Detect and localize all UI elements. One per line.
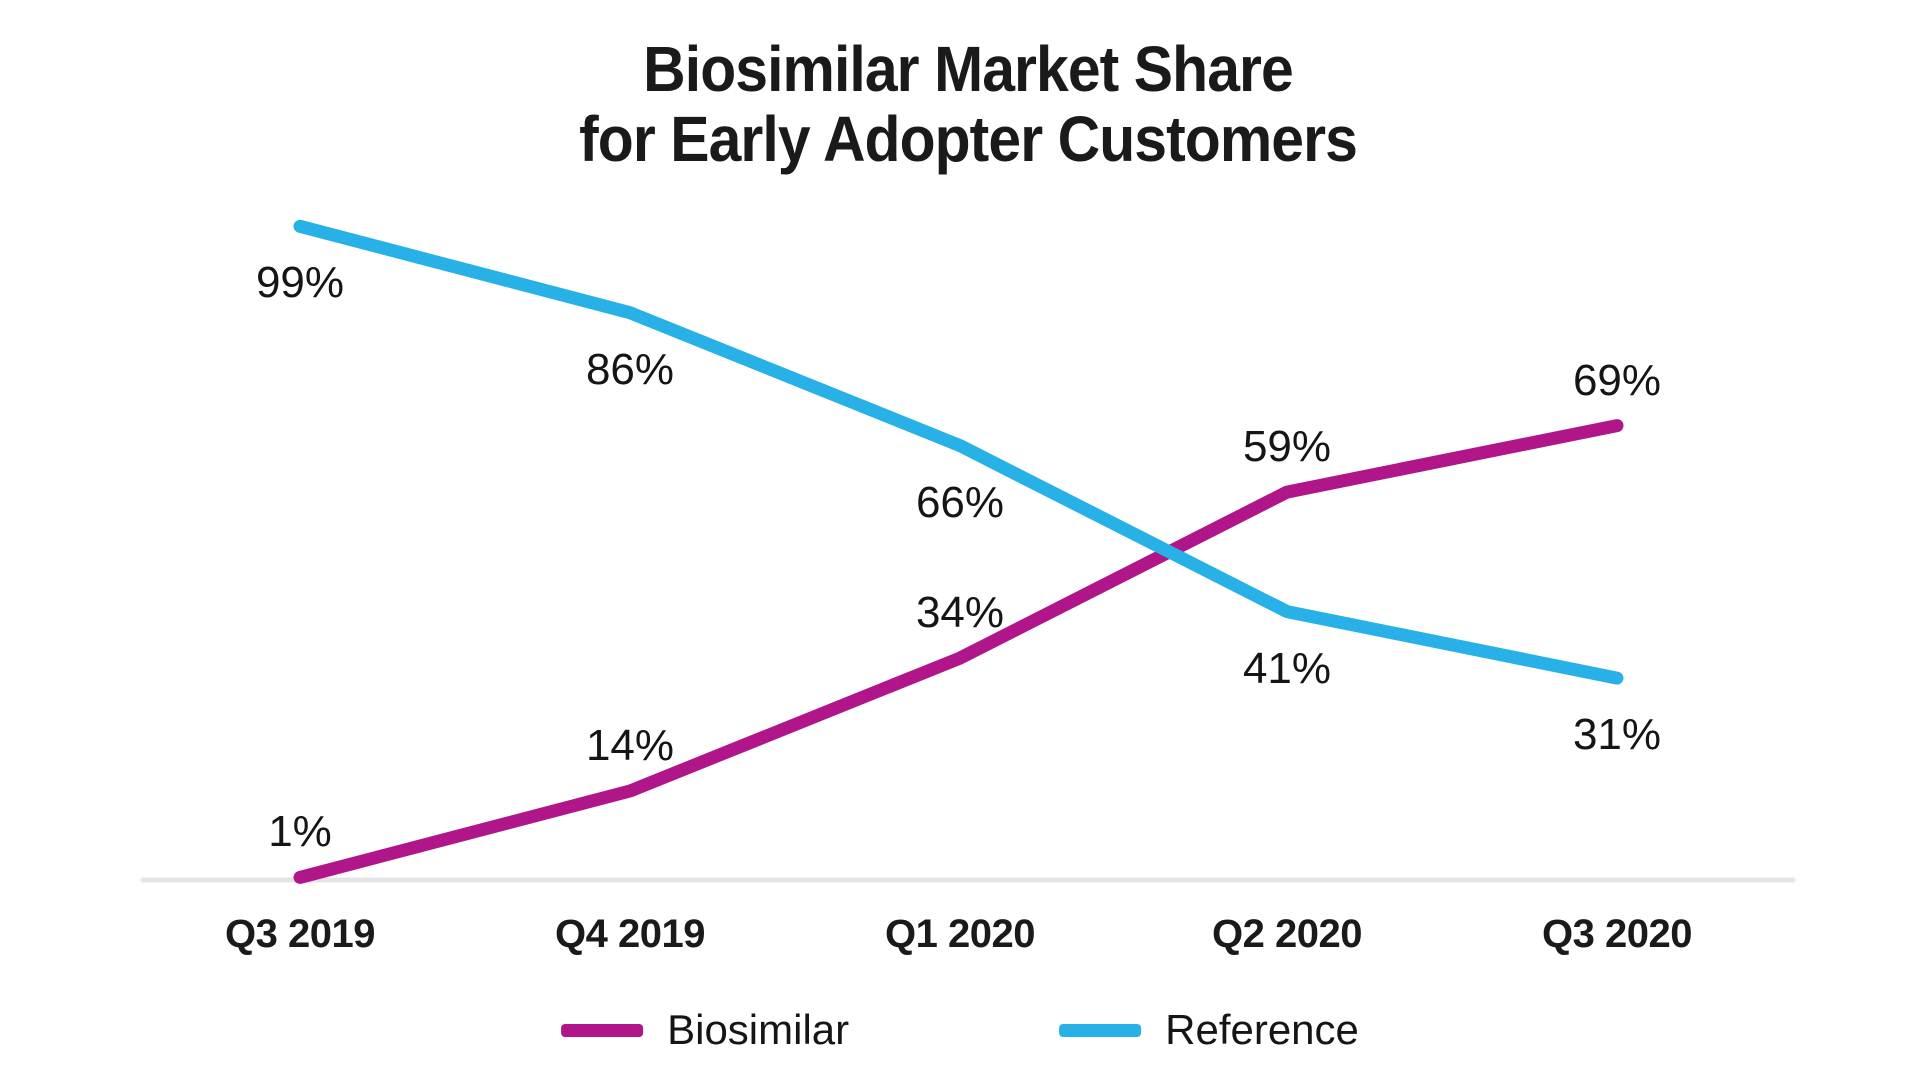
legend-item-reference: Reference [1059, 1006, 1359, 1054]
chart-title-line1: Biosimilar Market Share [643, 33, 1294, 105]
x-axis-label-q1-2020: Q1 2020 [885, 912, 1035, 956]
data-label-reference-q3-2019: 99% [255, 258, 345, 308]
chart-title-line2: for Early Adopter Customers [579, 103, 1358, 176]
data-label-biosimilar-q4-2019: 14% [585, 720, 675, 770]
legend-label-reference: Reference [1165, 1006, 1359, 1053]
biosimilar-line-swatch-icon [561, 1023, 644, 1037]
x-axis-label-q3-2019: Q3 2019 [225, 912, 375, 956]
data-label-reference-q1-2020: 66% [915, 477, 1005, 527]
data-label-biosimilar-q3-2020: 69% [1572, 355, 1662, 405]
chart-title: Biosimilar Market Share for Early Adopte… [209, 34, 1727, 175]
x-axis-label-q3-2020: Q3 2020 [1542, 912, 1692, 956]
data-label-reference-q3-2020: 31% [1572, 710, 1662, 760]
legend: Biosimilar Reference [561, 1006, 1359, 1054]
data-label-reference-q2-2020: 41% [1242, 643, 1332, 693]
reference-line-swatch-icon [1059, 1023, 1142, 1037]
x-axis-label-q4-2019: Q4 2019 [555, 912, 705, 956]
series-lines [293, 219, 1624, 884]
data-label-biosimilar-q1-2020: 34% [915, 588, 1005, 638]
data-label-reference-q4-2019: 86% [585, 344, 675, 394]
data-label-biosimilar-q2-2020: 59% [1242, 422, 1332, 472]
data-label-biosimilar-q3-2019: 1% [268, 807, 332, 857]
biosimilar-line [293, 419, 1624, 884]
x-axis-label-q2-2020: Q2 2020 [1212, 912, 1362, 956]
reference-line [293, 219, 1624, 685]
legend-item-biosimilar: Biosimilar [561, 1006, 849, 1054]
legend-label-biosimilar: Biosimilar [667, 1006, 850, 1053]
